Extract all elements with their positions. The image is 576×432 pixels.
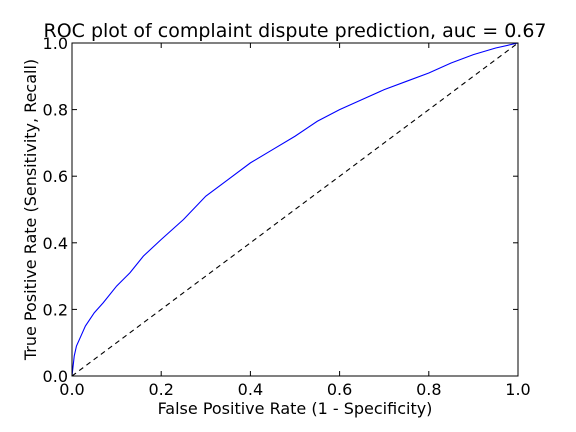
y-tick-label: 1.0 bbox=[43, 34, 68, 53]
y-tick-label: 0.2 bbox=[43, 300, 68, 319]
y-axis-label: True Positive Rate (Sensitivity, Recall) bbox=[21, 59, 40, 361]
x-tick-label: 0.2 bbox=[148, 380, 173, 399]
curve-layer bbox=[71, 42, 519, 377]
y-tick-label: 0.4 bbox=[43, 234, 68, 253]
roc-curve-line bbox=[71, 42, 519, 377]
y-tick-label: 0.8 bbox=[43, 101, 68, 120]
x-tick-label: 0.6 bbox=[327, 380, 352, 399]
x-tick-label: 0.4 bbox=[238, 380, 263, 399]
chance-diagonal-line bbox=[71, 42, 519, 377]
x-axis-label: False Positive Rate (1 - Specificity) bbox=[158, 399, 433, 418]
chart-title: ROC plot of complaint dispute prediction… bbox=[44, 20, 547, 42]
x-tick-label: 0.0 bbox=[59, 380, 84, 399]
x-tick-label: 0.8 bbox=[416, 380, 441, 399]
tick-layer: 0.0 0.2 0.4 0.6 0.8 1.0 0.0 0.2 0.4 0.6 0.8 1.0 bbox=[43, 34, 531, 399]
y-tick-label: 0.0 bbox=[43, 367, 68, 386]
y-tick-label: 0.6 bbox=[43, 167, 68, 186]
x-tick-label: 1.0 bbox=[505, 380, 530, 399]
plot-frame bbox=[71, 42, 519, 377]
